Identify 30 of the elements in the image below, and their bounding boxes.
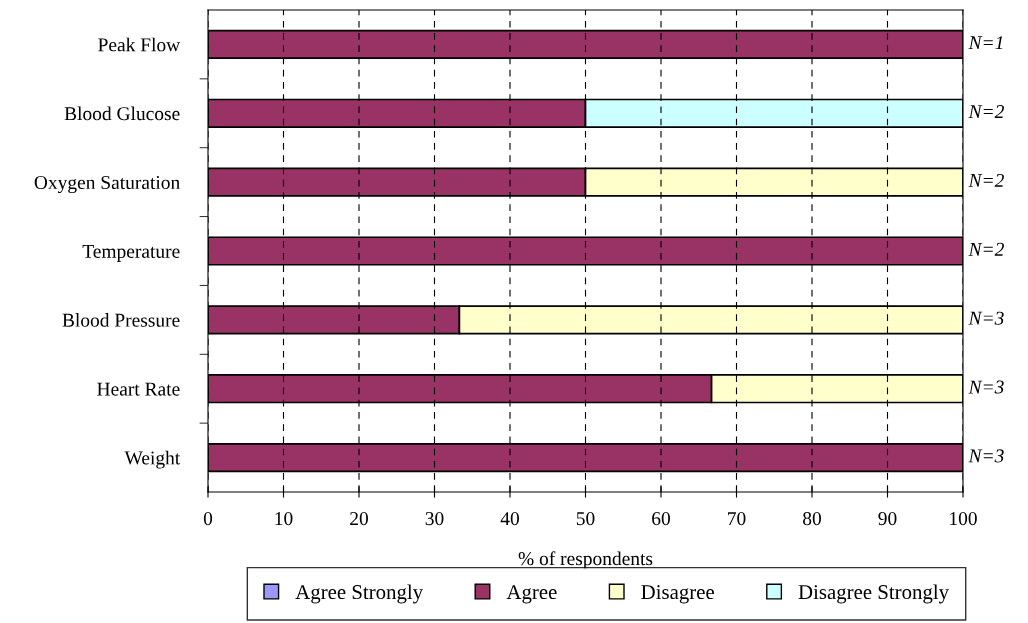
- x-axis-title: % of respondents: [518, 551, 653, 570]
- text: N=2: [968, 242, 1004, 256]
- x-tick-label: 10: [275, 512, 293, 526]
- x-tick-label: 20: [350, 512, 368, 526]
- text: N=1: [968, 36, 1003, 50]
- x-tick-label: 100: [950, 512, 977, 526]
- text: N=2: [968, 105, 1004, 118]
- x-tick-label: 40: [500, 512, 519, 526]
- y-tick-label: Peak Flow: [98, 37, 181, 52]
- text: N=2: [968, 173, 1004, 187]
- x-tick-label: 30: [425, 512, 444, 526]
- x-tick-label: 90: [878, 512, 897, 526]
- x-tick-label: 70: [728, 512, 746, 526]
- legend-label: Agree: [506, 585, 557, 604]
- x-tick-label: 50: [576, 512, 595, 526]
- y-tick-label: Heart Rate: [97, 382, 180, 396]
- x-tick-label: 60: [652, 512, 670, 526]
- y-tick-label: Temperature: [82, 245, 180, 262]
- y-tick-label: Weight: [124, 450, 181, 469]
- y-tick-label: Blood Glucose: [64, 106, 180, 121]
- text: N=3: [968, 380, 1004, 394]
- text: N=3: [968, 311, 1004, 325]
- x-tick-label: 0: [203, 512, 213, 526]
- legend-label: Disagree Strongly: [798, 584, 949, 604]
- y-tick-label: Blood Pressure: [62, 313, 180, 327]
- text: N=3: [968, 449, 1004, 463]
- legend-label: Disagree: [641, 585, 714, 604]
- legend-label: Agree Strongly: [295, 584, 424, 604]
- x-tick-label: 80: [803, 512, 821, 526]
- y-tick-label: Oxygen Saturation: [34, 175, 180, 194]
